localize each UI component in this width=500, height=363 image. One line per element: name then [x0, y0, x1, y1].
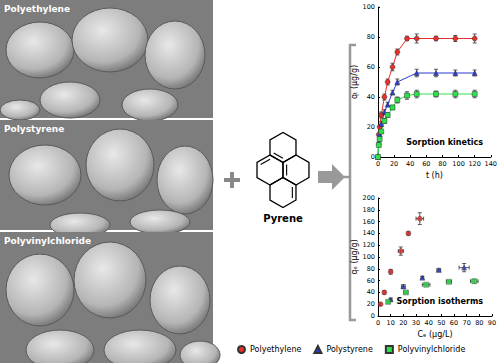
svg-text:40: 40 — [367, 288, 375, 296]
svg-text:30: 30 — [412, 319, 420, 327]
svg-text:140: 140 — [363, 229, 375, 237]
svg-text:100: 100 — [363, 253, 375, 261]
svg-text:80: 80 — [438, 160, 446, 168]
svg-text:0: 0 — [371, 153, 375, 161]
svg-text:140: 140 — [485, 160, 497, 168]
svg-text:80: 80 — [367, 265, 375, 273]
svg-text:Pyrene: Pyrene — [263, 213, 303, 224]
svg-text:20: 20 — [390, 160, 398, 168]
svg-text:Cₑ (μg/L): Cₑ (μg/L) — [417, 330, 452, 339]
svg-text:Polystyrene: Polystyrene — [4, 124, 64, 134]
svg-text:0: 0 — [376, 160, 380, 168]
svg-text:70: 70 — [463, 319, 471, 327]
svg-text:40: 40 — [367, 93, 375, 101]
svg-text:10: 10 — [387, 319, 395, 327]
svg-text:100: 100 — [452, 160, 464, 168]
svg-text:t (h): t (h) — [426, 171, 443, 180]
svg-text:50: 50 — [437, 319, 445, 327]
svg-text:20: 20 — [367, 300, 375, 308]
svg-text:qₑ (μg/g): qₑ (μg/g) — [350, 239, 359, 274]
svg-text:40: 40 — [406, 160, 414, 168]
svg-text:qₜ (μg/g): qₜ (μg/g) — [350, 65, 359, 99]
svg-text:Sorption kinetics: Sorption kinetics — [406, 138, 483, 147]
svg-text:100: 100 — [363, 3, 375, 11]
svg-text:120: 120 — [363, 241, 375, 249]
svg-text:160: 160 — [363, 218, 375, 226]
svg-text:40: 40 — [425, 319, 433, 327]
svg-text:80: 80 — [367, 33, 375, 41]
svg-text:Polyethylene: Polyethylene — [4, 4, 70, 14]
svg-text:Polystyrene: Polystyrene — [326, 345, 373, 354]
svg-text:90: 90 — [488, 319, 496, 327]
svg-text:60: 60 — [450, 319, 458, 327]
svg-text:80: 80 — [475, 319, 483, 327]
svg-text:120: 120 — [468, 160, 480, 168]
svg-text:Polyvinylchloride: Polyvinylchloride — [4, 236, 91, 246]
svg-text:60: 60 — [422, 160, 430, 168]
svg-text:Polyethylene: Polyethylene — [250, 345, 301, 354]
svg-text:Polyvinylchloride: Polyvinylchloride — [398, 345, 466, 354]
svg-text:200: 200 — [363, 194, 375, 202]
svg-text:180: 180 — [363, 206, 375, 214]
svg-text:20: 20 — [399, 319, 407, 327]
svg-text:20: 20 — [367, 123, 375, 131]
svg-text:Sorption isotherms: Sorption isotherms — [397, 297, 484, 306]
svg-text:60: 60 — [367, 277, 375, 285]
svg-text:0: 0 — [371, 312, 375, 320]
svg-text:0: 0 — [376, 319, 380, 327]
svg-text:60: 60 — [367, 63, 375, 71]
